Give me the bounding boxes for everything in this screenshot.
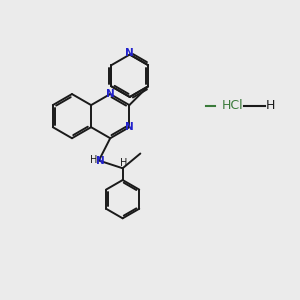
Text: N: N [125,48,134,58]
Text: H: H [120,158,128,168]
Text: H: H [266,99,275,112]
Text: H: H [90,154,97,165]
Text: N: N [125,122,134,132]
Text: HCl: HCl [222,99,243,112]
Text: N: N [106,89,115,99]
Text: N: N [96,155,105,166]
